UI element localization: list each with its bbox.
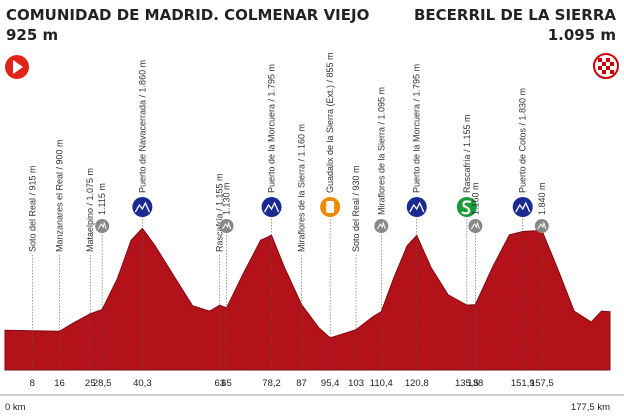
marker-label: Soto del Real / 915 m <box>27 165 37 252</box>
marker-label: Guadalix de la Sierra (Ext.) / 855 m <box>325 52 335 193</box>
kom-mountain <box>409 201 425 213</box>
finish-icon <box>593 53 619 79</box>
x-tick-label: 110,4 <box>370 378 393 389</box>
marker-icon <box>468 219 483 233</box>
marker-label: 1.160 m <box>470 182 480 215</box>
marker-icon <box>374 219 389 233</box>
marker-icon <box>261 197 282 217</box>
point-mountain <box>537 221 547 230</box>
finish-name: BECERRIL DE LA SIERRA <box>414 6 616 24</box>
marker-label: Miraflores de la Sierra / 1.095 m <box>376 87 386 215</box>
marker-label: Mataelpino / 1.075 m <box>85 168 95 252</box>
marker-icon <box>512 197 533 217</box>
marker-icon <box>132 197 153 217</box>
point-mountain <box>376 221 386 230</box>
start-elevation: 925 m <box>6 26 58 44</box>
start-name: COMUNIDAD DE MADRID. COLMENAR VIEJO <box>6 6 369 24</box>
marker-icon <box>534 219 549 233</box>
x-tick-label: 135,5 <box>455 378 479 389</box>
marker-label: 1.130 m <box>222 182 232 215</box>
marker-label: Miraflores de la Sierra / 1.160 m <box>297 124 307 252</box>
point-mountain <box>470 221 480 230</box>
kom-mountain <box>134 201 150 213</box>
x-tick-label: 65 <box>221 378 232 389</box>
marker-label: Puerto de Cotos / 1.830 m <box>518 88 528 193</box>
x-end-label: 177,5 km <box>571 402 610 413</box>
marker-label: Puerto de la Morcuera / 1.795 m <box>267 64 277 193</box>
x-tick-label: 87 <box>296 378 307 389</box>
kom-icon <box>132 197 153 217</box>
kom-icon <box>406 197 427 217</box>
point-mountain <box>222 221 232 230</box>
marker-icon <box>320 197 341 217</box>
x-tick-label: 151,9 <box>511 378 535 389</box>
marker-label: Rascafría / 1.155 m <box>215 173 225 252</box>
x-tick-label: 103 <box>348 378 364 389</box>
x-tick-label: 28,5 <box>93 378 112 389</box>
marker-icon <box>219 219 234 233</box>
x-tick-label: 78,2 <box>262 378 281 389</box>
feed-bag <box>326 201 335 213</box>
marker-label: Soto del Real / 930 m <box>351 165 361 252</box>
marker-label: Rascafría / 1.155 m <box>462 114 472 193</box>
marker-icon <box>456 197 477 217</box>
kom-mountain <box>515 201 531 213</box>
x-tick-label: 138 <box>467 378 483 389</box>
marker-label: Puerto de la Morcuera / 1.795 m <box>412 64 422 193</box>
sprint-s <box>461 200 472 215</box>
elevation-profile <box>4 227 611 371</box>
x-tick-label: 16 <box>54 378 65 389</box>
x-tick-label: 63 <box>214 378 225 389</box>
marker-label: 1.840 m <box>537 182 547 215</box>
marker-icon <box>95 219 110 233</box>
x-tick-label: 25 <box>85 378 96 389</box>
x-tick-label: 157,5 <box>530 378 554 389</box>
x-tick-label: 8 <box>30 378 35 389</box>
kom-mountain <box>263 201 280 213</box>
kom-icon <box>512 197 533 217</box>
finish-elevation: 1.095 m <box>548 26 616 44</box>
x-tick-label: 120,8 <box>405 378 429 389</box>
point-mountain <box>97 221 107 230</box>
start-icon <box>5 55 29 79</box>
marker-label: 1.115 m <box>97 183 107 215</box>
x-tick-label: 95,4 <box>321 378 340 389</box>
x-start-label: 0 km <box>5 402 26 413</box>
x-tick-label: 40,3 <box>133 378 152 389</box>
marker-label: Manzanares el Real / 900 m <box>55 139 65 252</box>
marker-label: Puerto de Navacerrada / 1.860 m <box>137 60 147 193</box>
marker-icon <box>406 197 427 217</box>
kom-icon <box>261 197 282 217</box>
